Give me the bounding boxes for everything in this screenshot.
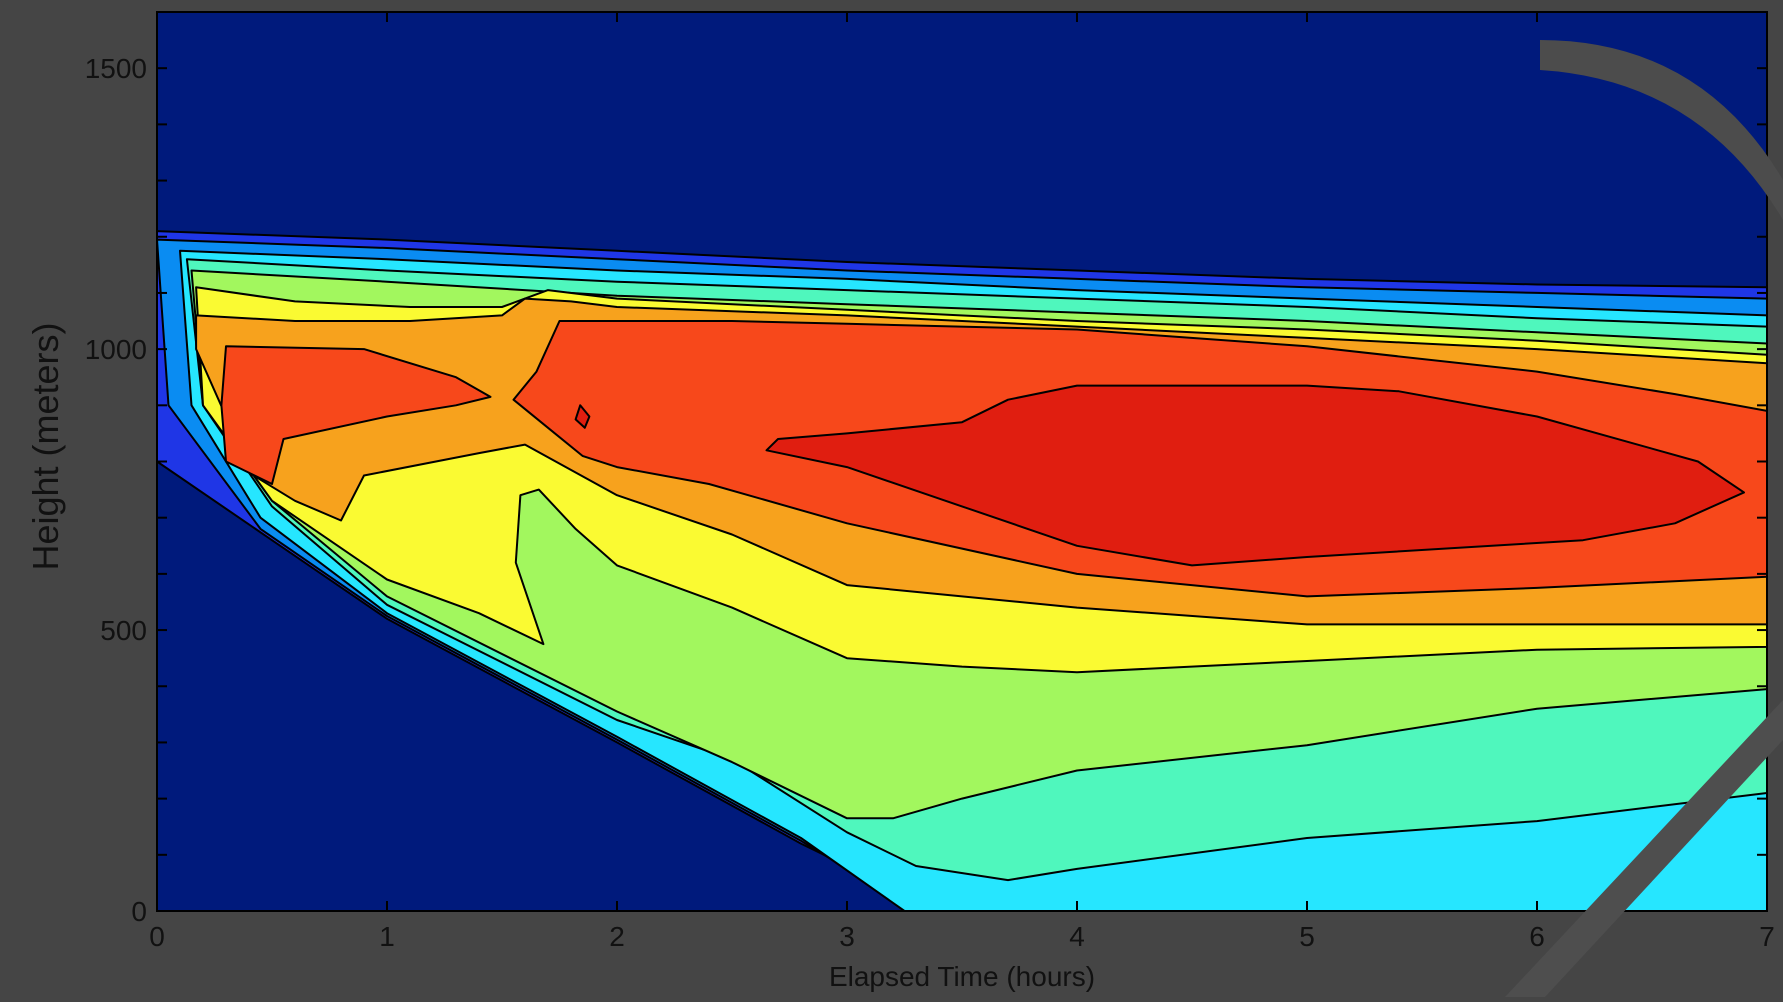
contour-level-9-region [765,384,1745,567]
x-tick-label: 3 [839,921,855,952]
decorative-stripe [1505,700,1783,997]
x-tick-label: 1 [379,921,395,952]
x-tick-label: 0 [149,921,165,952]
x-tick-label: 5 [1299,921,1315,952]
contour-level-8-region [220,345,492,485]
x-tick-label: 4 [1069,921,1085,952]
y-axis-label: Height (meters) [25,322,66,570]
y-tick-label: 1000 [85,334,147,365]
contour-level-9-region [574,404,591,429]
y-tick-label: 500 [100,615,147,646]
axis-tick-labels: 0 1 2 3 4 5 6 7 0 500 1000 1500 [85,53,1775,952]
x-axis-label: Elapsed Time (hours) [829,961,1095,992]
decorative-arc [1540,40,1783,220]
contour-regions [157,230,1767,911]
x-tick-label: 7 [1759,921,1775,952]
x-tick-label: 6 [1529,921,1545,952]
x-tick-label: 2 [609,921,625,952]
y-tick-label: 1500 [85,53,147,84]
y-tick-label: 0 [131,896,147,927]
